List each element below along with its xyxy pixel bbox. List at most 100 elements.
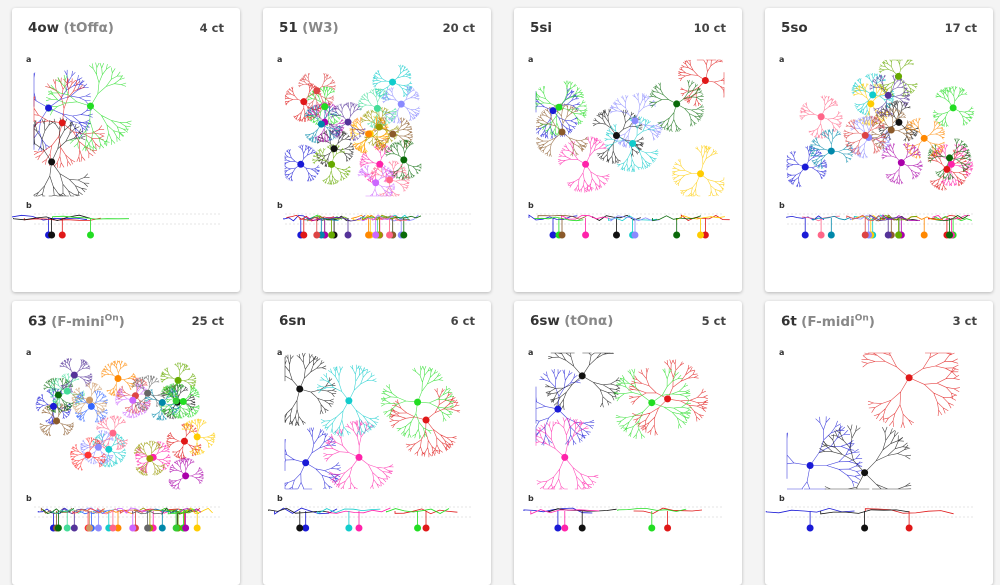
count-unit: ct <box>211 314 224 328</box>
soma-side <box>158 524 166 532</box>
soma <box>582 160 590 168</box>
cell-count: 5 ct <box>702 314 726 328</box>
dendrites <box>284 352 461 490</box>
soma <box>558 128 566 136</box>
dendrite-tree <box>33 117 90 197</box>
cell-type-card[interactable]: 63 (F-miniOn) 25 ct a b <box>12 301 240 585</box>
card-header: 5si 10 ct <box>530 20 726 40</box>
cell-count: 3 ct <box>953 314 977 328</box>
type-name: 6t <box>781 313 797 330</box>
soma <box>330 145 338 153</box>
soma-side <box>664 524 672 532</box>
cell-type-card[interactable]: 6t (F-midiOn) 3 ct a b <box>765 301 993 585</box>
soma <box>48 158 56 166</box>
side-arbor <box>652 215 702 234</box>
panel-label: a <box>277 55 282 64</box>
side-arbor <box>610 215 660 234</box>
cell-type-card[interactable]: 5so 17 ct a b <box>765 8 993 292</box>
soma <box>554 405 562 413</box>
soma <box>612 132 620 140</box>
cell-count: 6 ct <box>451 314 475 328</box>
panel-label: b <box>277 201 283 210</box>
soma-side <box>129 524 137 532</box>
panel-label: a <box>528 55 533 64</box>
dendrites <box>535 59 725 197</box>
morphology-figure: ab <box>765 348 975 532</box>
soma-side <box>561 524 569 532</box>
panel-label: a <box>26 55 31 64</box>
soma-side <box>673 231 681 239</box>
side-arbor <box>274 507 338 527</box>
side-arbor <box>13 214 91 234</box>
soma-side <box>344 231 352 239</box>
side-arbor <box>52 215 130 234</box>
dendrite-tree <box>671 145 725 197</box>
soma <box>53 417 61 425</box>
count-unit: ct <box>462 314 475 328</box>
soma <box>389 130 397 138</box>
soma <box>63 387 71 395</box>
cell-count: 4 ct <box>200 21 224 35</box>
soma <box>869 91 877 99</box>
soma <box>94 443 102 451</box>
cell-count: 10 ct <box>694 21 726 35</box>
soma-side <box>109 524 117 532</box>
cell-type-card[interactable]: 5si 10 ct a b <box>514 8 742 292</box>
soma <box>300 98 308 106</box>
soma <box>144 389 152 397</box>
soma-side <box>193 524 201 532</box>
soma <box>70 371 78 379</box>
cell-type-card[interactable]: 6sw (tOnα) 5 ct a b <box>514 301 742 585</box>
soma-side <box>861 231 869 239</box>
cell-type-card[interactable]: 4ow (tOffα) 4 ct a b <box>12 8 240 292</box>
cell-type-card[interactable]: 51 (W3) 20 ct a b <box>263 8 491 292</box>
soma <box>949 104 957 112</box>
soma <box>375 123 383 131</box>
soma <box>372 179 380 187</box>
soma-side <box>86 524 94 532</box>
count-unit: ct <box>211 21 224 35</box>
count-unit: ct <box>713 21 726 35</box>
soma-side <box>895 231 903 239</box>
alias-text: (F-midi <box>801 313 855 330</box>
side-view <box>765 507 954 527</box>
soma-side <box>300 231 308 239</box>
side-arbor <box>12 214 88 234</box>
morphology-figure: ab <box>277 55 473 239</box>
panel-label: a <box>779 348 784 357</box>
count-value: 6 <box>450 314 459 328</box>
soma <box>817 113 825 121</box>
soma <box>827 147 835 155</box>
card-header: 6t (F-midiOn) 3 ct <box>781 313 977 333</box>
soma <box>146 455 154 463</box>
alias-end: ) <box>868 313 875 330</box>
side-arbor <box>680 214 730 234</box>
soma-side <box>63 524 71 532</box>
morphology-figure: ab <box>523 348 724 532</box>
soma-side <box>313 231 321 239</box>
soma <box>400 156 408 164</box>
type-name: 4ow <box>28 20 60 36</box>
panel-label: b <box>528 494 534 503</box>
count-value: 17 <box>944 21 961 35</box>
soma-side <box>861 524 869 532</box>
card-header: 4ow (tOffα) 4 ct <box>28 20 224 40</box>
soma <box>887 126 895 134</box>
type-alias: (F-midiOn) <box>801 313 875 330</box>
side-arbor <box>330 215 366 234</box>
soma <box>806 462 814 470</box>
soma <box>182 472 190 480</box>
cell-count: 17 ct <box>945 21 977 35</box>
card-header: 51 (W3) 20 ct <box>279 20 475 40</box>
somas <box>549 77 709 239</box>
soma <box>317 120 325 128</box>
dendrite-tree <box>535 368 595 446</box>
dendrite-tree <box>33 69 93 152</box>
side-view <box>12 214 130 234</box>
morphology-figure: ab <box>528 55 730 239</box>
cell-type-card[interactable]: 6sn 6 ct a b <box>263 301 491 585</box>
soma <box>664 395 672 403</box>
side-arbor <box>534 216 584 234</box>
soma-side <box>806 524 814 532</box>
soma <box>389 78 397 86</box>
